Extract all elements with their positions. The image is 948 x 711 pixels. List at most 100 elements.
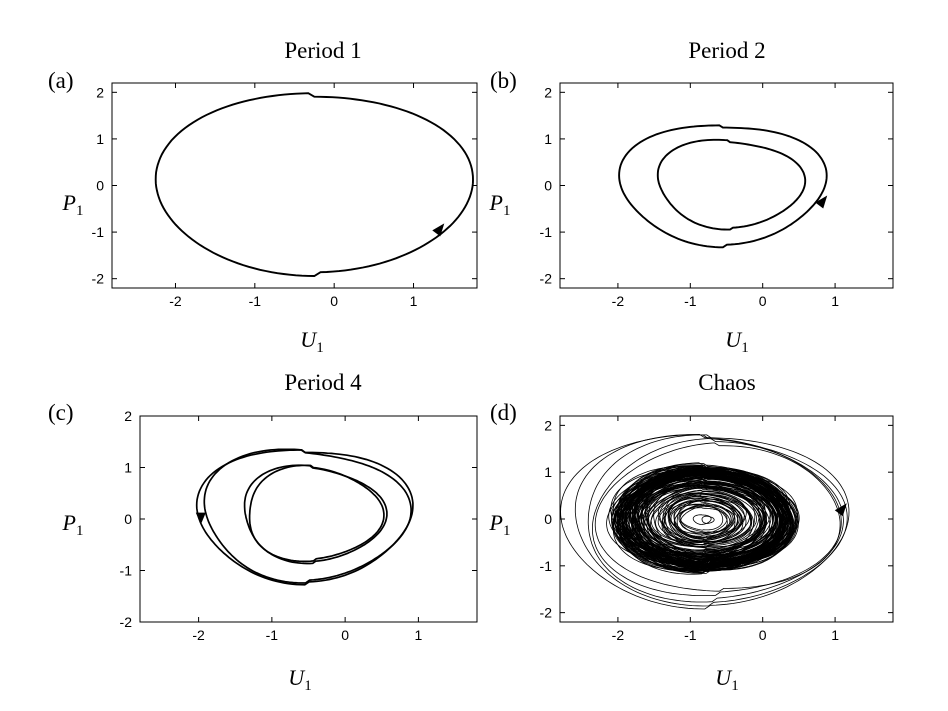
orbit-line [614,472,784,568]
y-tick-label: -1 [540,224,553,240]
x-axis-label-sub: 1 [316,340,324,356]
orbit-line [636,481,766,556]
axes-frame [139,415,478,623]
orbit-line [645,485,771,554]
orbit-line [646,484,762,548]
direction-arrow-icon [195,512,206,525]
x-tick-label: -2 [612,293,625,309]
direction-arrow-icon [432,223,445,237]
x-tick-label: 1 [831,293,839,309]
orbit-line [243,464,388,565]
y-tick-label: -2 [540,605,553,621]
orbit-group [560,433,850,610]
y-tick-label: 0 [544,511,552,527]
x-tick-label: 1 [410,293,418,309]
y-axis-label-sub: 1 [503,523,511,539]
panel-title: Period 1 [284,38,361,63]
x-tick-label: -2 [192,627,205,643]
orbit-line [623,472,786,563]
y-tick-label: -2 [120,614,133,630]
orbit-line-outer [594,442,841,592]
x-tick-label: 0 [759,293,767,309]
y-tick-label: 1 [124,460,132,476]
panel-label: (d) [490,400,517,425]
x-tick-label: -1 [249,293,262,309]
x-axis-label: U1 [715,665,738,694]
y-axis-label: P1 [489,510,511,539]
orbit-group [618,124,828,249]
orbit-group [195,448,414,586]
y-axis-label: P1 [489,190,511,219]
y-axis-label-main: P [489,190,503,215]
x-tick-label: -2 [612,627,625,643]
axes-frame [111,82,478,289]
y-tick-label: -1 [540,558,553,574]
y-tick-label: -2 [540,271,553,287]
orbit-line [628,473,782,558]
x-tick-label: 1 [414,627,422,643]
x-tick-label: 1 [831,627,839,643]
panel-label: (c) [48,400,74,425]
orbit-line [203,448,412,584]
y-tick-label: -1 [92,224,105,240]
orbit-line [692,514,712,525]
x-tick-label: -1 [266,627,279,643]
x-axis-label: U1 [288,665,311,694]
orbit-line [668,498,740,541]
panel-label: (a) [48,68,74,93]
y-axis-label-sub: 1 [503,203,511,219]
x-axis-label-main: U [288,665,306,690]
y-tick-label: 1 [96,131,104,147]
x-tick-label: 0 [759,627,767,643]
x-tick-label: -2 [169,293,182,309]
y-tick-label: 1 [544,464,552,480]
x-axis-label-main: U [725,327,743,352]
x-axis-label-sub: 1 [731,678,739,694]
y-tick-label: -2 [92,271,105,287]
panel-title: Chaos [698,370,756,395]
y-axis-label-sub: 1 [76,523,84,539]
orbit-line [608,464,792,572]
y-axis-label-main: P [489,510,503,535]
orbit-line [673,500,732,537]
orbit-line [679,505,724,531]
y-axis-label-main: P [62,190,76,215]
orbit-line [641,480,777,558]
y-tick-label: 2 [96,84,104,100]
y-axis-label-sub: 1 [76,203,84,219]
orbit-line [154,92,474,277]
y-tick-label: -1 [120,563,133,579]
y-tick-label: 1 [544,131,552,147]
axes-frame [559,82,894,289]
orbit-line [640,479,773,554]
orbit-line-outer [574,434,848,607]
y-tick-label: 2 [544,84,552,100]
y-axis-label: P1 [62,190,84,219]
panel-title: Period 2 [688,38,765,63]
panel-title: Period 4 [284,370,362,395]
direction-arrow-icon [815,195,828,209]
y-tick-label: 2 [544,417,552,433]
x-tick-label: 0 [341,627,349,643]
y-axis-label-main: P [62,510,76,535]
y-tick-label: 0 [544,178,552,194]
x-axis-label-main: U [300,327,318,352]
orbit-line-outer [592,438,842,596]
y-tick-label: 0 [124,511,132,527]
x-axis-label-sub: 1 [741,340,749,356]
orbit-line [644,485,766,556]
x-axis-label: U1 [725,327,748,356]
x-axis-label-sub: 1 [304,678,312,694]
orbit-line [655,492,747,543]
orbit-line [678,507,728,535]
direction-arrow-icon [834,503,847,517]
orbit-line-outer [560,433,850,610]
orbit-line [617,469,795,567]
orbit-line [650,489,753,546]
x-tick-label: 0 [330,293,338,309]
orbit-line [610,468,798,571]
